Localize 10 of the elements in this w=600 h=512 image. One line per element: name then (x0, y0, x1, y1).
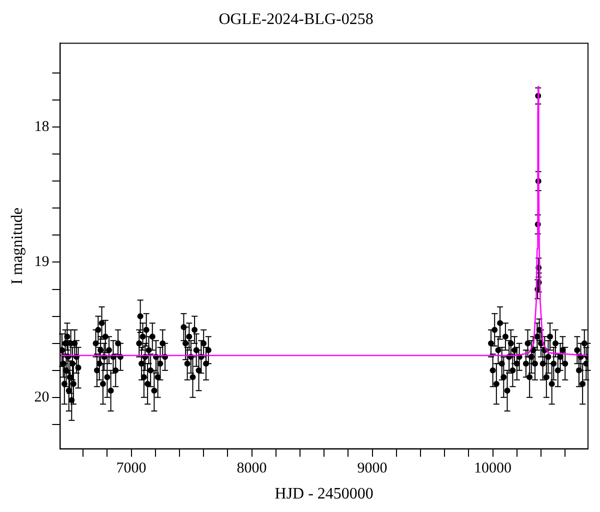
x-tick-label: 8000 (236, 460, 267, 477)
x-tick-label: 9000 (357, 460, 388, 477)
x-tick-label: 10000 (474, 460, 512, 477)
x-tick-label: 7000 (116, 460, 146, 477)
y-axis-title: I magnitude (8, 208, 26, 284)
chart-title: OGLE-2024-BLG-0258 (218, 10, 374, 28)
y-tick-label: 18 (34, 118, 50, 135)
y-tick-label: 20 (34, 389, 50, 406)
x-axis-title: HJD - 2450000 (274, 486, 374, 503)
y-tick-label: 19 (34, 254, 50, 270)
